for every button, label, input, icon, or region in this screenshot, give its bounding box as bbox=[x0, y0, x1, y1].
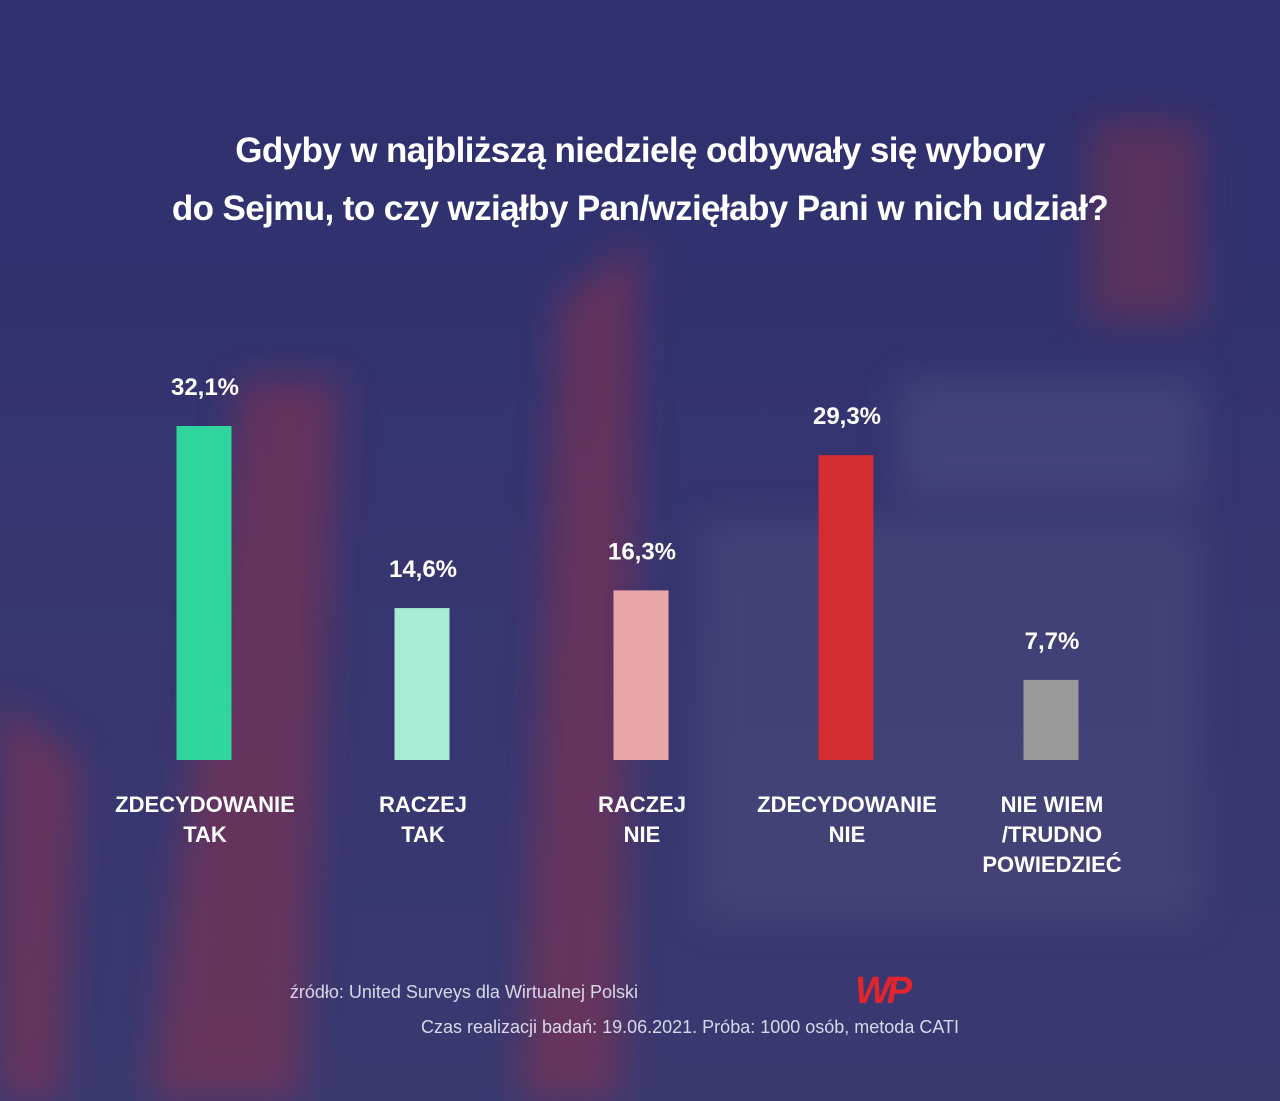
category-label: ZDECYDOWANIE bbox=[115, 792, 295, 817]
category-label: TAK bbox=[183, 822, 227, 847]
category-label: TAK bbox=[401, 822, 445, 847]
chart-title: do Sejmu, to czy wziąłby Pan/wzięłaby Pa… bbox=[172, 189, 1108, 228]
value-label: 14,6% bbox=[389, 556, 457, 583]
category-label: NIE WIEM bbox=[1001, 792, 1104, 817]
bar bbox=[394, 608, 450, 760]
value-label: 7,7% bbox=[1025, 628, 1080, 655]
category-label: RACZEJ bbox=[598, 792, 686, 817]
value-label: 29,3% bbox=[813, 403, 881, 430]
value-label: 32,1% bbox=[171, 374, 239, 401]
bar bbox=[176, 426, 232, 760]
category-label: RACZEJ bbox=[379, 792, 467, 817]
chart-title: Gdyby w najbliższą niedzielę odbywały si… bbox=[235, 131, 1046, 170]
value-label: 16,3% bbox=[608, 538, 676, 565]
note: Czas realizacji badań: 19.06.2021. Próba… bbox=[421, 1017, 959, 1037]
background-photo bbox=[0, 120, 1200, 1101]
category-label: NIE bbox=[624, 822, 661, 847]
category-label: ZDECYDOWANIE bbox=[757, 792, 937, 817]
source: źródło: United Surveys dla Wirtualnej Po… bbox=[290, 982, 638, 1002]
category-label: /TRUDNO bbox=[1002, 822, 1102, 847]
logo: WP bbox=[855, 970, 913, 1012]
bar bbox=[1023, 679, 1079, 760]
category-label: NIE bbox=[829, 822, 866, 847]
category-label: POWIEDZIEĆ bbox=[982, 852, 1121, 877]
bar bbox=[613, 590, 669, 760]
bar bbox=[818, 455, 874, 760]
